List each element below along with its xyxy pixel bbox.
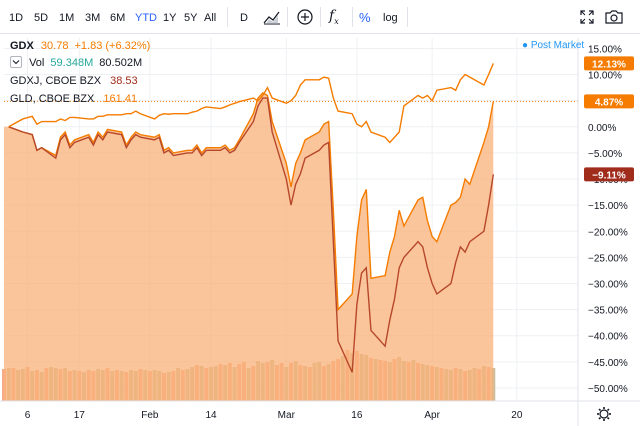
legend-change: +1.83 (+6.32%)	[74, 40, 151, 52]
range-5y-button[interactable]: 5Y	[184, 12, 198, 24]
y-tick-label: 15.00%	[588, 44, 622, 55]
snapshot-icon[interactable]	[604, 8, 624, 26]
price-badge-label: 12.13%	[592, 59, 626, 70]
price-badge	[584, 94, 634, 109]
price-badge-label: 4.87%	[595, 97, 623, 108]
legend-price: 30.78	[40, 40, 69, 52]
toolbar-divider	[287, 7, 288, 27]
price-badge	[584, 56, 634, 71]
range-1y-button[interactable]: 1Y	[163, 12, 177, 24]
area-chart-icon	[263, 11, 280, 25]
indicators-fx-icon[interactable]: fx	[329, 8, 339, 26]
plus-circle-icon	[297, 9, 313, 25]
compare-value-gld: 161.41	[103, 93, 138, 105]
x-tick-label: 20	[511, 410, 523, 421]
x-tick-label: Apr	[424, 410, 440, 421]
y-tick-label: −5.00%	[588, 149, 622, 160]
range-all-button[interactable]: All	[204, 12, 217, 24]
gear-tooth	[606, 416, 610, 420]
toolbar-divider	[320, 7, 321, 27]
y-tick-label: −15.00%	[588, 201, 628, 212]
fullscreen-icon[interactable]	[578, 8, 596, 26]
range-1m-button[interactable]: 1M	[59, 12, 75, 24]
volume-legend: Vol 59.348M 80.502M	[10, 56, 142, 71]
gear-tooth	[606, 408, 610, 412]
compare-legend-gld: GLD, CBOE BZX 161.41	[10, 92, 137, 107]
gdxj-line[interactable]	[8, 97, 495, 373]
y-tick-label: −30.00%	[588, 279, 628, 290]
compare-legend-gdxj: GDXJ, CBOE BZX 38.53	[10, 74, 138, 89]
log-scale-button[interactable]: log	[383, 12, 398, 24]
range-1d-button[interactable]: 1D	[9, 12, 24, 24]
y-tick-label: −35.00%	[588, 306, 628, 317]
gear-tooth	[598, 408, 602, 412]
gld-line[interactable]	[8, 63, 494, 144]
price-badge	[584, 167, 634, 182]
main-legend: GDX 30.78 +1.83 (+6.32%)	[10, 39, 150, 54]
x-tick-label: 6	[25, 410, 31, 421]
x-tick-label: 17	[74, 410, 86, 421]
x-tick-label: 16	[351, 410, 363, 421]
percent-scale-button[interactable]: %	[359, 10, 371, 25]
price-badge-label: −9.11%	[592, 170, 626, 181]
volume-value-1: 59.348M	[50, 57, 94, 69]
compare-label-gld[interactable]: GLD, CBOE BZX	[10, 93, 95, 105]
y-tick-label: 10.00%	[588, 71, 622, 82]
range-6m-button[interactable]: 6M	[110, 12, 126, 24]
y-tick-label: −40.00%	[588, 332, 628, 343]
chart-area[interactable]: 15.00%10.00%5.00%0.00%−5.00%−10.00%−15.0…	[0, 35, 640, 426]
range-5d-button[interactable]: 5D	[34, 12, 49, 24]
post-market-indicator: ● Post Market	[522, 40, 585, 51]
gear-ring	[599, 409, 609, 419]
compare-add-icon[interactable]	[296, 8, 314, 26]
toolbar-divider	[352, 7, 353, 27]
settings-gear-icon[interactable]	[597, 407, 611, 421]
compare-value-gdxj: 38.53	[110, 75, 138, 87]
volume-value-2: 80.502M	[99, 57, 143, 69]
x-tick-label: Feb	[141, 410, 159, 421]
toolbar-divider	[227, 7, 228, 27]
y-tick-label: 0.00%	[588, 123, 616, 134]
expand-icon	[580, 10, 594, 24]
chart-toolbar: 1D 5D 1M 3M 6M YTD 1Y 5Y All D fx % log	[0, 0, 640, 34]
y-tick-label: −50.00%	[588, 384, 628, 395]
camera-icon	[605, 10, 623, 24]
gdx-line[interactable]	[8, 91, 494, 312]
post-market-label: Post Market	[530, 40, 585, 51]
chart-style-icon[interactable]	[262, 8, 282, 26]
interval-button[interactable]: D	[240, 12, 248, 24]
gear-tooth	[598, 416, 602, 420]
y-tick-label: −45.00%	[588, 358, 628, 369]
compare-label-gdxj[interactable]: GDXJ, CBOE BZX	[10, 75, 102, 87]
y-tick-label: −25.00%	[588, 253, 628, 264]
chart-svg[interactable]: 15.00%10.00%5.00%0.00%−5.00%−10.00%−15.0…	[0, 35, 640, 426]
volume-label[interactable]: Vol	[29, 57, 45, 69]
x-tick-label: Mar	[278, 410, 296, 421]
x-tick-label: 14	[205, 410, 217, 421]
chevron-down-icon	[12, 60, 20, 65]
range-3m-button[interactable]: 3M	[85, 12, 101, 24]
range-ytd-button[interactable]: YTD	[135, 12, 157, 24]
y-tick-label: −20.00%	[588, 227, 628, 238]
legend-symbol[interactable]: GDX	[10, 40, 34, 52]
legend-collapse-icon[interactable]	[10, 56, 22, 69]
toolbar-divider	[407, 7, 408, 27]
